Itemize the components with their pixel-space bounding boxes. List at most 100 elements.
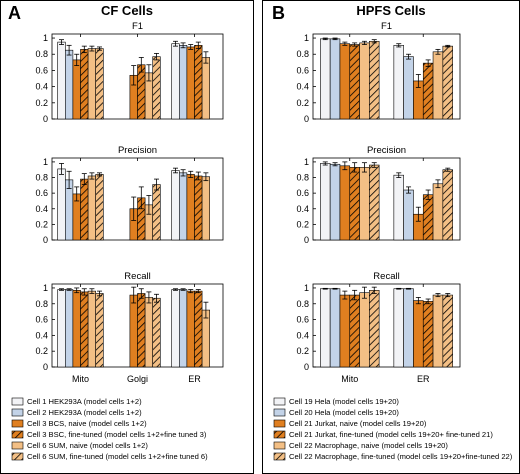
legend-label: Cell 22 Macrophage, naive (model cells 1… [289, 441, 448, 450]
legend-a: Cell 1 HEK293A (model cells 1+2) Cell 2 H… [11, 397, 208, 461]
bar [72, 290, 81, 368]
y-tick-label: 0.8 [35, 299, 48, 309]
y-tick-label: 0.2 [35, 98, 48, 108]
x-tick-label: ER [417, 374, 430, 384]
chart-title: Precision [367, 145, 406, 156]
bar [329, 163, 341, 241]
plot-frame [312, 33, 461, 120]
legend-swatch [273, 419, 286, 428]
y-tick-label: 0.4 [35, 82, 48, 92]
bar [349, 44, 360, 120]
legend-swatch [11, 452, 24, 461]
legend-label: Cell 6 SUM, fine-tuned (model cells 1+2+… [27, 452, 208, 461]
legend-b: Cell 19 Hela (model cells 19+20) Cell 20 … [273, 397, 513, 461]
legend-swatch [273, 397, 286, 406]
bar [87, 175, 96, 241]
bar [369, 290, 380, 368]
legend-swatch [11, 408, 24, 417]
legend-swatch [11, 430, 24, 439]
bar [144, 297, 154, 368]
y-tick-label: 0 [304, 362, 309, 372]
bar [57, 41, 66, 120]
y-tick-label: 0.8 [296, 49, 309, 59]
chart-title: Recall [124, 271, 150, 282]
bar [65, 179, 74, 241]
y-tick-label: 0.4 [35, 330, 48, 340]
chart-b-recall: Recall 0 0.2 0.4 0.6 0.8 1 Mito ER [296, 271, 461, 384]
legend-swatch [273, 441, 286, 450]
bar [329, 38, 341, 120]
y-tick-label: 0 [43, 235, 48, 245]
bar [194, 175, 203, 241]
bar [369, 164, 380, 241]
y-tick-label: 0.6 [35, 65, 48, 75]
legend-swatch [273, 452, 286, 461]
bar [320, 288, 331, 368]
y-tick-label: 1 [43, 283, 48, 293]
bar [65, 49, 74, 120]
y-tick-label: 0.6 [296, 315, 309, 325]
panel-a-letter: A [8, 3, 21, 23]
x-tick-label: Mito [72, 374, 89, 384]
y-tick-label: 0.6 [35, 188, 48, 198]
bar [359, 42, 370, 120]
y-tick-label: 0.6 [35, 315, 48, 325]
bar [359, 292, 370, 368]
bar [80, 49, 89, 120]
y-tick-label: 0.8 [296, 299, 309, 309]
legend-label: Cell 6 SUM, naive (model cells 1+2) [27, 441, 148, 450]
bar [442, 294, 453, 368]
y-tick-label: 0.2 [35, 346, 48, 356]
bar [194, 45, 203, 120]
chart-b-f1: F1 0 0.2 0.4 0.6 0.8 1 [296, 21, 461, 124]
chart-title: F1 [132, 21, 143, 32]
chart-title: Recall [373, 271, 399, 282]
bar [422, 301, 434, 368]
y-tick-label: 0.4 [296, 82, 309, 92]
panel-b-title: HPFS Cells [356, 3, 425, 18]
legends-layer: Cell 1 HEK293A (model cells 1+2) Cell 2 H… [11, 397, 513, 461]
legend-label: Cell 20 Hela (model cells 19+20) [289, 408, 399, 417]
legend-label: Cell 21 Jurkat, naive (model cells 19+20… [289, 419, 427, 428]
bar [320, 38, 331, 120]
bar [95, 48, 104, 120]
bar [87, 48, 96, 120]
bar [87, 290, 96, 368]
y-tick-label: 1 [304, 33, 309, 43]
charts-layer: F100.20.40.60.81Precision00.20.40.60.81R… [35, 21, 461, 384]
bar [393, 288, 404, 368]
y-tick-label: 1 [304, 157, 309, 167]
plot-frame [312, 157, 461, 241]
bar [152, 184, 161, 241]
chart-b-precision: Precision 0 0.2 0.4 0.6 0.8 1 [296, 145, 461, 245]
bar [194, 290, 203, 368]
chart-title: F1 [381, 21, 392, 32]
chart-a-recall: Recall 0 0.2 0.4 0.6 0.8 1 Mito Golgi ER [35, 271, 224, 384]
chart-a-f1: F1 0 0.2 0.4 0.6 0.8 1 [35, 21, 224, 124]
bar [422, 62, 434, 120]
bar [349, 294, 360, 368]
bar [339, 165, 351, 241]
y-tick-label: 0.2 [296, 98, 309, 108]
y-tick-label: 0 [43, 114, 48, 124]
bar [339, 43, 351, 120]
bar [329, 288, 341, 368]
bar [320, 163, 331, 241]
bar [432, 51, 444, 120]
bar [186, 46, 195, 120]
bar [57, 168, 66, 241]
bar [403, 189, 414, 241]
y-tick-label: 0.4 [296, 330, 309, 340]
legend-swatch [11, 419, 24, 428]
y-tick-label: 0.4 [296, 204, 309, 214]
legend-label: Cell 3 BCS, naive (model cells 1+2) [27, 419, 147, 428]
legend-label: Cell 21 Jurkat, fine-tuned (model cells … [289, 430, 493, 439]
plot-frame [312, 283, 461, 368]
legend-label: Cell 2 HEK293A (model cells 1+2) [27, 408, 142, 417]
bar [201, 57, 211, 120]
chart-a-precision: Precision 0 0.2 0.4 0.6 0.8 1 [35, 145, 224, 245]
bar [403, 56, 414, 120]
bar [393, 174, 404, 241]
bar [393, 45, 404, 120]
